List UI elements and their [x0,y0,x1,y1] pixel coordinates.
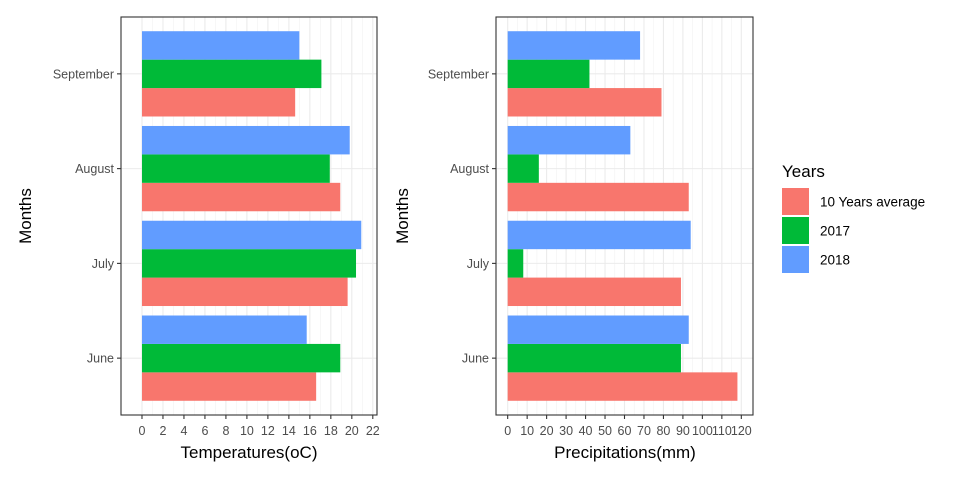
y-tick-label: September [53,67,114,81]
bar [507,220,691,250]
bar [507,315,689,344]
x-tick-label: 18 [324,424,338,438]
bar [141,59,322,89]
x-tick-label: 10 [520,424,534,438]
bar [507,59,590,89]
x-tick-label: 8 [222,424,229,438]
x-tick-label: 70 [637,424,651,438]
x-tick-label: 40 [579,424,593,438]
bar [141,372,317,401]
x-tick-label: 22 [366,424,380,438]
x-tick-label: 6 [201,424,208,438]
bar [507,277,681,307]
x-tick-label: 120 [731,424,752,438]
x-tick-label: 60 [618,424,632,438]
bar [141,343,341,373]
y-tick-label: July [92,257,115,271]
legend-key [782,217,809,244]
y-tick-label: September [428,67,489,81]
bar [507,249,524,278]
bar [141,31,300,60]
x-axis-title: Precipitations(mm) [554,443,696,462]
bar [507,88,662,117]
x-tick-label: 16 [303,424,317,438]
legend-label: 2018 [820,253,850,268]
x-tick-label: 2 [159,424,166,438]
bar [141,220,362,250]
y-tick-label: July [467,257,490,271]
x-axis-title: Temperatures(oC) [181,443,318,462]
x-tick-label: 12 [261,424,275,438]
y-tick-label: August [75,162,114,176]
bar [507,343,681,373]
x-tick-label: 110 [712,424,732,438]
y-tick-label: June [462,352,489,366]
y-axis-title: Months [16,188,35,244]
bar [507,154,539,183]
y-axis-title: Months [393,188,412,244]
x-tick-label: 90 [676,424,690,438]
y-tick-label: June [87,352,114,366]
x-tick-label: 14 [282,424,296,438]
bar [141,249,357,278]
x-tick-label: 80 [656,424,670,438]
legend-label: 10 Years average [820,195,925,210]
x-tick-label: 30 [559,424,573,438]
precipitation-panel: June July August September 0 10 20 30 40 50 60 70 80… [393,16,754,462]
legend: Years 10 Years average 2017 2018 [782,162,925,273]
legend-key [782,188,809,215]
bar [141,88,296,117]
x-tick-label: 20 [345,424,359,438]
bar [507,372,738,401]
bar [507,182,689,212]
temperature-panel: June July August September 0 2 4 6 8 10 12 14 16 18 20… [16,16,380,462]
x-tick-label: 10 [240,424,254,438]
x-tick-label: 0 [504,424,511,438]
legend-title: Years [782,162,825,181]
bar [141,315,307,344]
bar [141,182,341,212]
x-tick-label: 20 [540,424,554,438]
bar [141,125,350,155]
x-tick-label: 0 [139,424,146,438]
legend-key [782,246,809,273]
x-tick-label: 50 [598,424,612,438]
y-tick-label: August [450,162,489,176]
panel-border [120,16,378,416]
x-tick-label: 100 [692,424,713,438]
bar [507,125,631,155]
legend-label: 2017 [820,224,850,239]
bar [141,277,348,307]
x-tick-label: 4 [180,424,187,438]
bar [507,31,641,60]
bar [141,154,330,183]
